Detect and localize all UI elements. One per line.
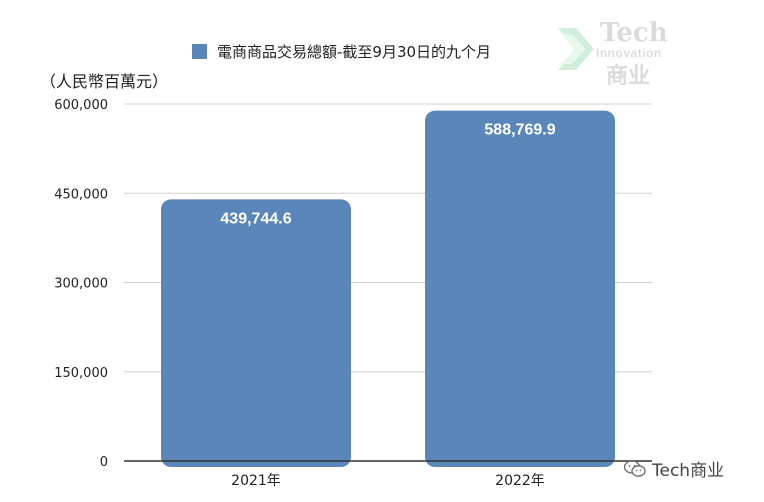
y-tick-label: 300,000 (54, 277, 108, 292)
x-tick-label: 2021年 (231, 473, 281, 489)
y-tick-label: 150,000 (54, 366, 108, 381)
data-label: 588,769.9 (484, 122, 555, 139)
y-axis-label: （人民幣百萬元） (40, 72, 169, 91)
bar (161, 199, 351, 467)
tech-innovation-logo: Tech Innovation 商业 (556, 14, 676, 89)
y-tick-label: 450,000 (54, 187, 108, 202)
bar (425, 110, 615, 467)
wechat-account: Tech商业 (624, 456, 724, 481)
legend-swatch (192, 44, 207, 59)
logo-text-tech: Tech (600, 18, 668, 48)
legend-label: 電商商品交易總額-截至9月30日的九个月 (217, 43, 492, 61)
y-tick-label: 600,000 (54, 98, 108, 113)
x-tick-label: 2022年 (495, 473, 545, 489)
wechat-label: Tech商业 (652, 461, 725, 481)
legend: 電商商品交易總額-截至9月30日的九个月 (192, 41, 491, 62)
logo-text-cn: 商业 (606, 63, 651, 89)
chevron-logo-icon (558, 28, 594, 70)
y-tick-label: 0 (100, 455, 108, 470)
wechat-icon (624, 459, 646, 477)
logo-text-innovation: Innovation (596, 46, 662, 60)
data-label: 439,744.6 (220, 210, 291, 227)
